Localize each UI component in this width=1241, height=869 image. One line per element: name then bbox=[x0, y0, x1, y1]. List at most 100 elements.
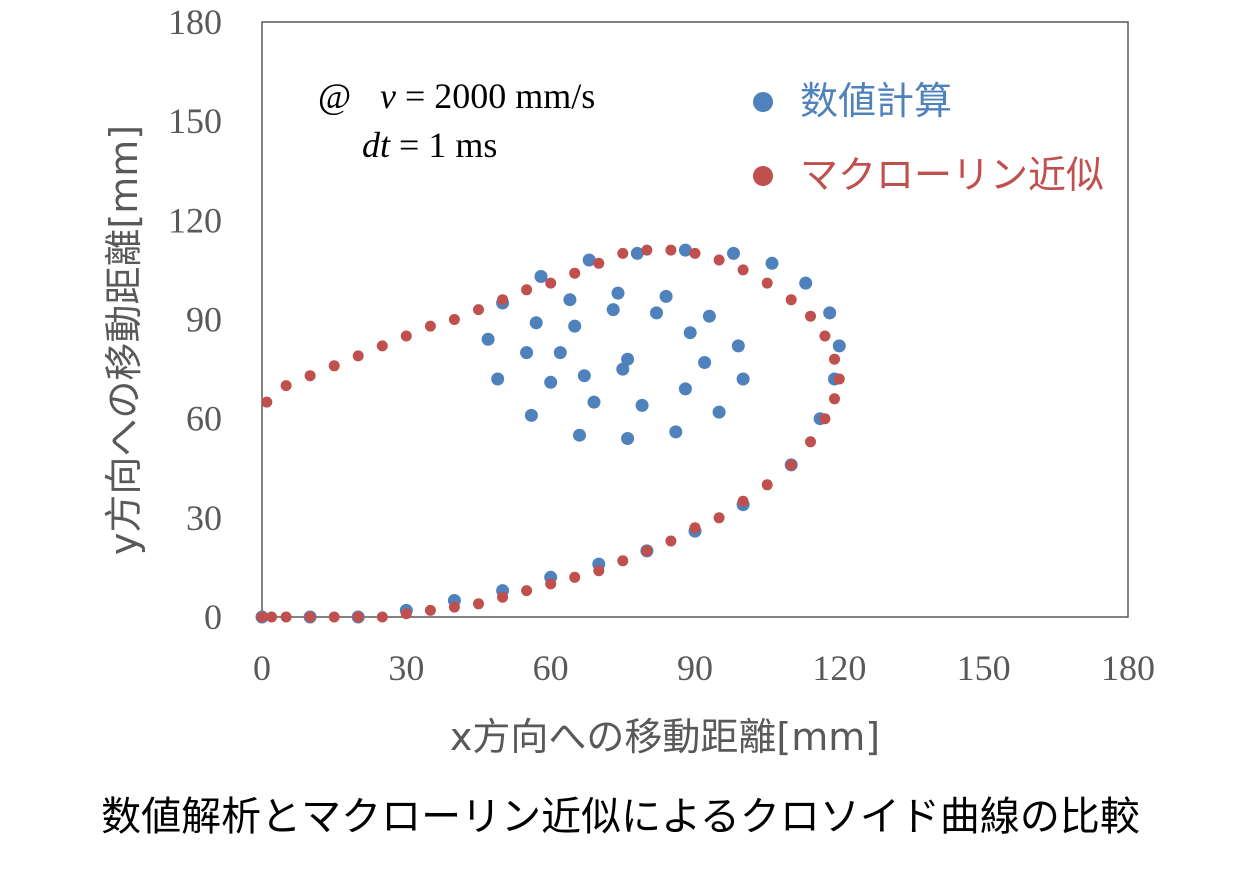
data-point bbox=[473, 304, 484, 316]
y-tick-label: 60 bbox=[186, 399, 222, 439]
data-point bbox=[593, 257, 605, 269]
data-point bbox=[712, 405, 726, 419]
data-point bbox=[805, 310, 816, 322]
figure-caption: 数値解析とマクローリン近似によるクロソイド曲線の比較 bbox=[101, 794, 1140, 840]
data-point bbox=[635, 398, 649, 412]
data-point bbox=[587, 395, 601, 409]
data-point bbox=[833, 373, 845, 385]
data-point bbox=[650, 306, 663, 320]
x-tick-label: 0 bbox=[253, 648, 271, 688]
data-point bbox=[659, 289, 673, 303]
data-point bbox=[521, 284, 533, 296]
data-point bbox=[529, 316, 543, 330]
data-point bbox=[606, 303, 620, 317]
data-point bbox=[669, 425, 683, 439]
data-point bbox=[737, 264, 749, 276]
x-tick-label: 150 bbox=[957, 648, 1011, 688]
data-point bbox=[665, 244, 677, 256]
data-point bbox=[569, 267, 581, 279]
data-point bbox=[497, 294, 509, 306]
data-point bbox=[497, 591, 509, 603]
data-point bbox=[698, 356, 712, 369]
data-point bbox=[534, 270, 548, 283]
x-tick-label: 30 bbox=[388, 648, 424, 688]
x-tick-label: 120 bbox=[812, 648, 866, 688]
data-point bbox=[545, 578, 557, 590]
data-point bbox=[819, 330, 831, 342]
data-point bbox=[805, 436, 816, 448]
annotation: @ v = 2000 mm/s dt = 1 ms bbox=[318, 76, 595, 165]
data-point bbox=[731, 339, 745, 353]
data-point bbox=[448, 314, 460, 325]
legend: 数値計算 マクローリン近似 bbox=[753, 79, 1104, 197]
data-point bbox=[713, 512, 725, 524]
data-point bbox=[689, 522, 701, 534]
data-point bbox=[376, 340, 388, 352]
data-point bbox=[630, 246, 644, 260]
data-point bbox=[376, 611, 388, 623]
data-point bbox=[280, 611, 292, 623]
data-point bbox=[829, 353, 840, 365]
data-point bbox=[491, 372, 505, 386]
data-point bbox=[617, 555, 629, 567]
legend-label-numeric: 数値計算 bbox=[800, 79, 952, 123]
data-point bbox=[304, 370, 316, 382]
data-point bbox=[689, 247, 701, 259]
data-point bbox=[736, 372, 750, 386]
data-point bbox=[424, 320, 436, 332]
data-point bbox=[616, 362, 630, 376]
y-tick-label: 180 bbox=[168, 2, 222, 42]
data-point bbox=[819, 413, 831, 425]
y-tick-labels: 0 30 60 90 120 150 180 bbox=[168, 2, 222, 637]
legend-marker-numeric bbox=[753, 92, 773, 112]
data-point bbox=[641, 545, 653, 557]
data-point bbox=[785, 459, 797, 471]
data-point bbox=[573, 428, 586, 442]
data-point bbox=[832, 339, 846, 353]
x-axis-title: x方向への移動距離[mm] bbox=[450, 715, 880, 759]
data-point bbox=[400, 608, 412, 620]
data-point bbox=[665, 535, 677, 547]
data-point bbox=[304, 611, 316, 623]
data-point bbox=[727, 246, 740, 260]
data-point bbox=[524, 408, 538, 422]
data-point bbox=[256, 611, 268, 623]
data-point bbox=[521, 585, 533, 597]
chart: 0 30 60 90 120 150 180 0 30 60 90 120 150 180 y方向への移… bbox=[102, 2, 1155, 759]
data-point bbox=[266, 611, 278, 623]
data-point bbox=[761, 479, 773, 491]
x-tick-labels: 0 30 60 90 120 150 180 bbox=[253, 648, 1155, 688]
data-point bbox=[352, 611, 364, 623]
data-point bbox=[582, 253, 596, 267]
data-point bbox=[678, 382, 692, 396]
y-tick-label: 150 bbox=[168, 101, 222, 141]
data-point bbox=[473, 598, 484, 610]
x-tick-label: 60 bbox=[533, 648, 569, 688]
data-point bbox=[611, 286, 625, 300]
data-point bbox=[829, 393, 840, 405]
data-point bbox=[568, 319, 582, 333]
data-point bbox=[520, 346, 534, 360]
x-tick-label: 90 bbox=[677, 648, 713, 688]
data-point bbox=[799, 276, 813, 290]
data-point bbox=[424, 604, 436, 616]
annotation-line-2: dt = 1 ms bbox=[362, 125, 497, 165]
plot-area bbox=[261, 21, 1129, 618]
data-point bbox=[765, 256, 779, 270]
data-point bbox=[785, 294, 797, 306]
data-point bbox=[544, 375, 558, 389]
y-axis-title: y方向への移動距離[mm] bbox=[102, 125, 146, 555]
series-maclaurin bbox=[256, 244, 845, 623]
y-tick-label: 90 bbox=[186, 300, 222, 340]
data-point bbox=[569, 571, 581, 583]
data-point bbox=[563, 293, 577, 307]
data-point bbox=[448, 601, 460, 613]
legend-label-maclaurin: マクローリン近似 bbox=[800, 153, 1104, 197]
data-point bbox=[328, 360, 340, 372]
series-layer bbox=[255, 243, 846, 624]
y-tick-label: 30 bbox=[186, 498, 222, 538]
data-point bbox=[641, 244, 653, 256]
data-point bbox=[328, 611, 340, 623]
data-point bbox=[702, 309, 716, 323]
data-point bbox=[761, 277, 773, 289]
